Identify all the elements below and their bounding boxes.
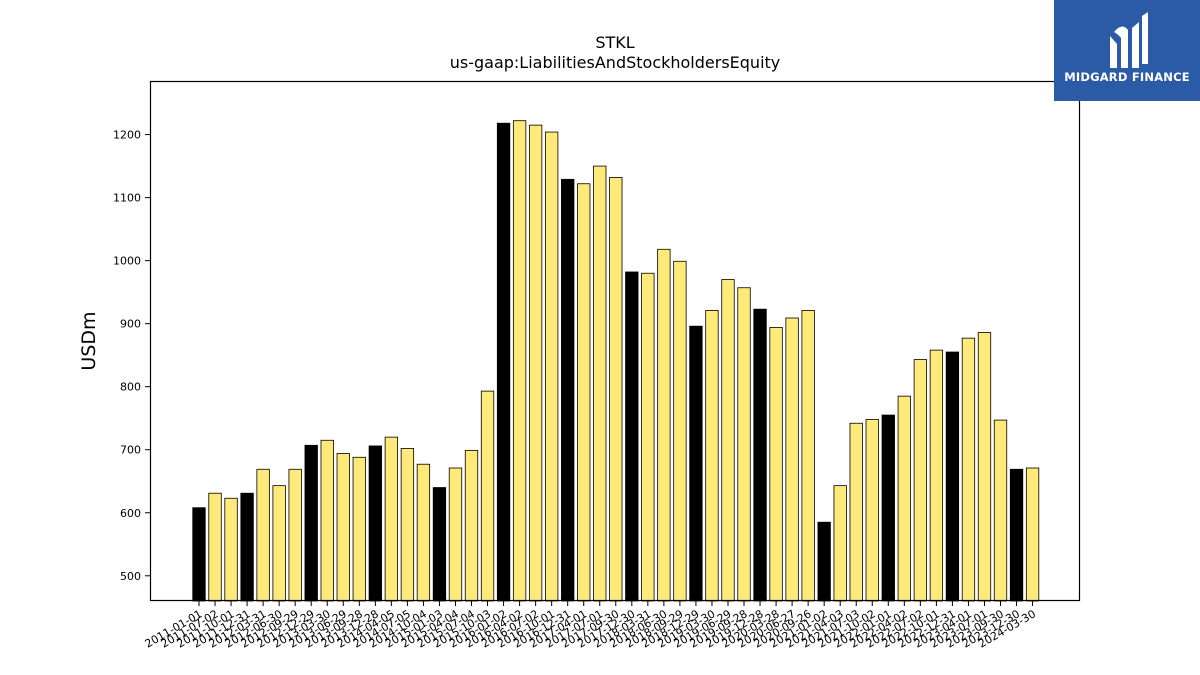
bar xyxy=(833,485,847,602)
bar xyxy=(496,122,511,602)
bar xyxy=(512,120,527,602)
bar xyxy=(1009,468,1024,602)
bar xyxy=(320,439,334,602)
bar xyxy=(897,395,911,602)
bar xyxy=(609,177,623,602)
bar xyxy=(352,456,366,602)
bar xyxy=(721,279,735,602)
chart-subtitle: us-gaap:LiabilitiesAndStockholdersEquity xyxy=(450,53,781,72)
bar xyxy=(1025,467,1040,602)
bar xyxy=(801,310,815,602)
bar xyxy=(545,131,559,602)
bar xyxy=(865,419,879,602)
y-tick-label: 700 xyxy=(120,444,141,457)
bar xyxy=(448,467,463,602)
y-tick-label: 800 xyxy=(120,381,141,394)
bar xyxy=(336,453,350,602)
bar xyxy=(769,327,783,602)
bar xyxy=(977,332,992,602)
bar xyxy=(593,165,607,602)
bars-group xyxy=(192,120,1040,602)
bar xyxy=(737,287,751,602)
y-tick-label: 500 xyxy=(120,570,141,583)
bar xyxy=(961,337,976,602)
bar xyxy=(192,507,206,602)
logo-text: MIDGARD FINANCE xyxy=(1064,70,1190,84)
bar xyxy=(817,521,831,602)
bar xyxy=(304,444,318,602)
y-tick-label: 1200 xyxy=(113,129,141,142)
bar xyxy=(432,487,447,602)
bar xyxy=(993,419,1008,602)
bar xyxy=(240,492,254,602)
bar xyxy=(913,359,927,602)
bar xyxy=(641,272,655,602)
y-tick-label: 1100 xyxy=(113,192,141,205)
bar xyxy=(689,325,703,602)
bar xyxy=(945,351,960,602)
bar xyxy=(528,124,543,602)
midgard-finance-logo: MIDGARD FINANCE xyxy=(1054,0,1200,101)
bar xyxy=(208,492,222,602)
bar xyxy=(368,445,382,602)
bar xyxy=(849,422,863,602)
bar xyxy=(785,317,799,602)
x-axis-ticks: 2011-01-012011-07-022011-10-012011-12-31… xyxy=(143,601,1038,651)
chart-title: STKL xyxy=(595,33,634,52)
bar xyxy=(288,468,302,602)
bar xyxy=(224,497,238,602)
bar xyxy=(753,308,767,602)
y-tick-label: 1000 xyxy=(113,255,141,268)
y-axis-label: USDm xyxy=(78,311,100,370)
bar xyxy=(561,178,575,602)
bar xyxy=(673,260,687,602)
y-axis-ticks: 500 600 700 800 900 1000 1100 1200 xyxy=(113,129,150,583)
bar xyxy=(929,349,944,602)
bar xyxy=(705,310,719,602)
bar xyxy=(400,448,415,602)
bar xyxy=(416,463,431,602)
y-tick-label: 900 xyxy=(120,318,141,331)
bar xyxy=(657,248,671,602)
bar xyxy=(577,183,591,602)
y-tick-label: 600 xyxy=(120,507,141,520)
bar xyxy=(625,271,639,602)
bar xyxy=(480,390,495,602)
bar xyxy=(272,485,286,602)
midgard-logo-mark-icon xyxy=(1110,12,1148,69)
bar xyxy=(881,414,895,602)
bar xyxy=(464,449,479,602)
bar xyxy=(256,468,270,602)
plot-frame xyxy=(149,80,1081,602)
bar xyxy=(384,436,399,602)
